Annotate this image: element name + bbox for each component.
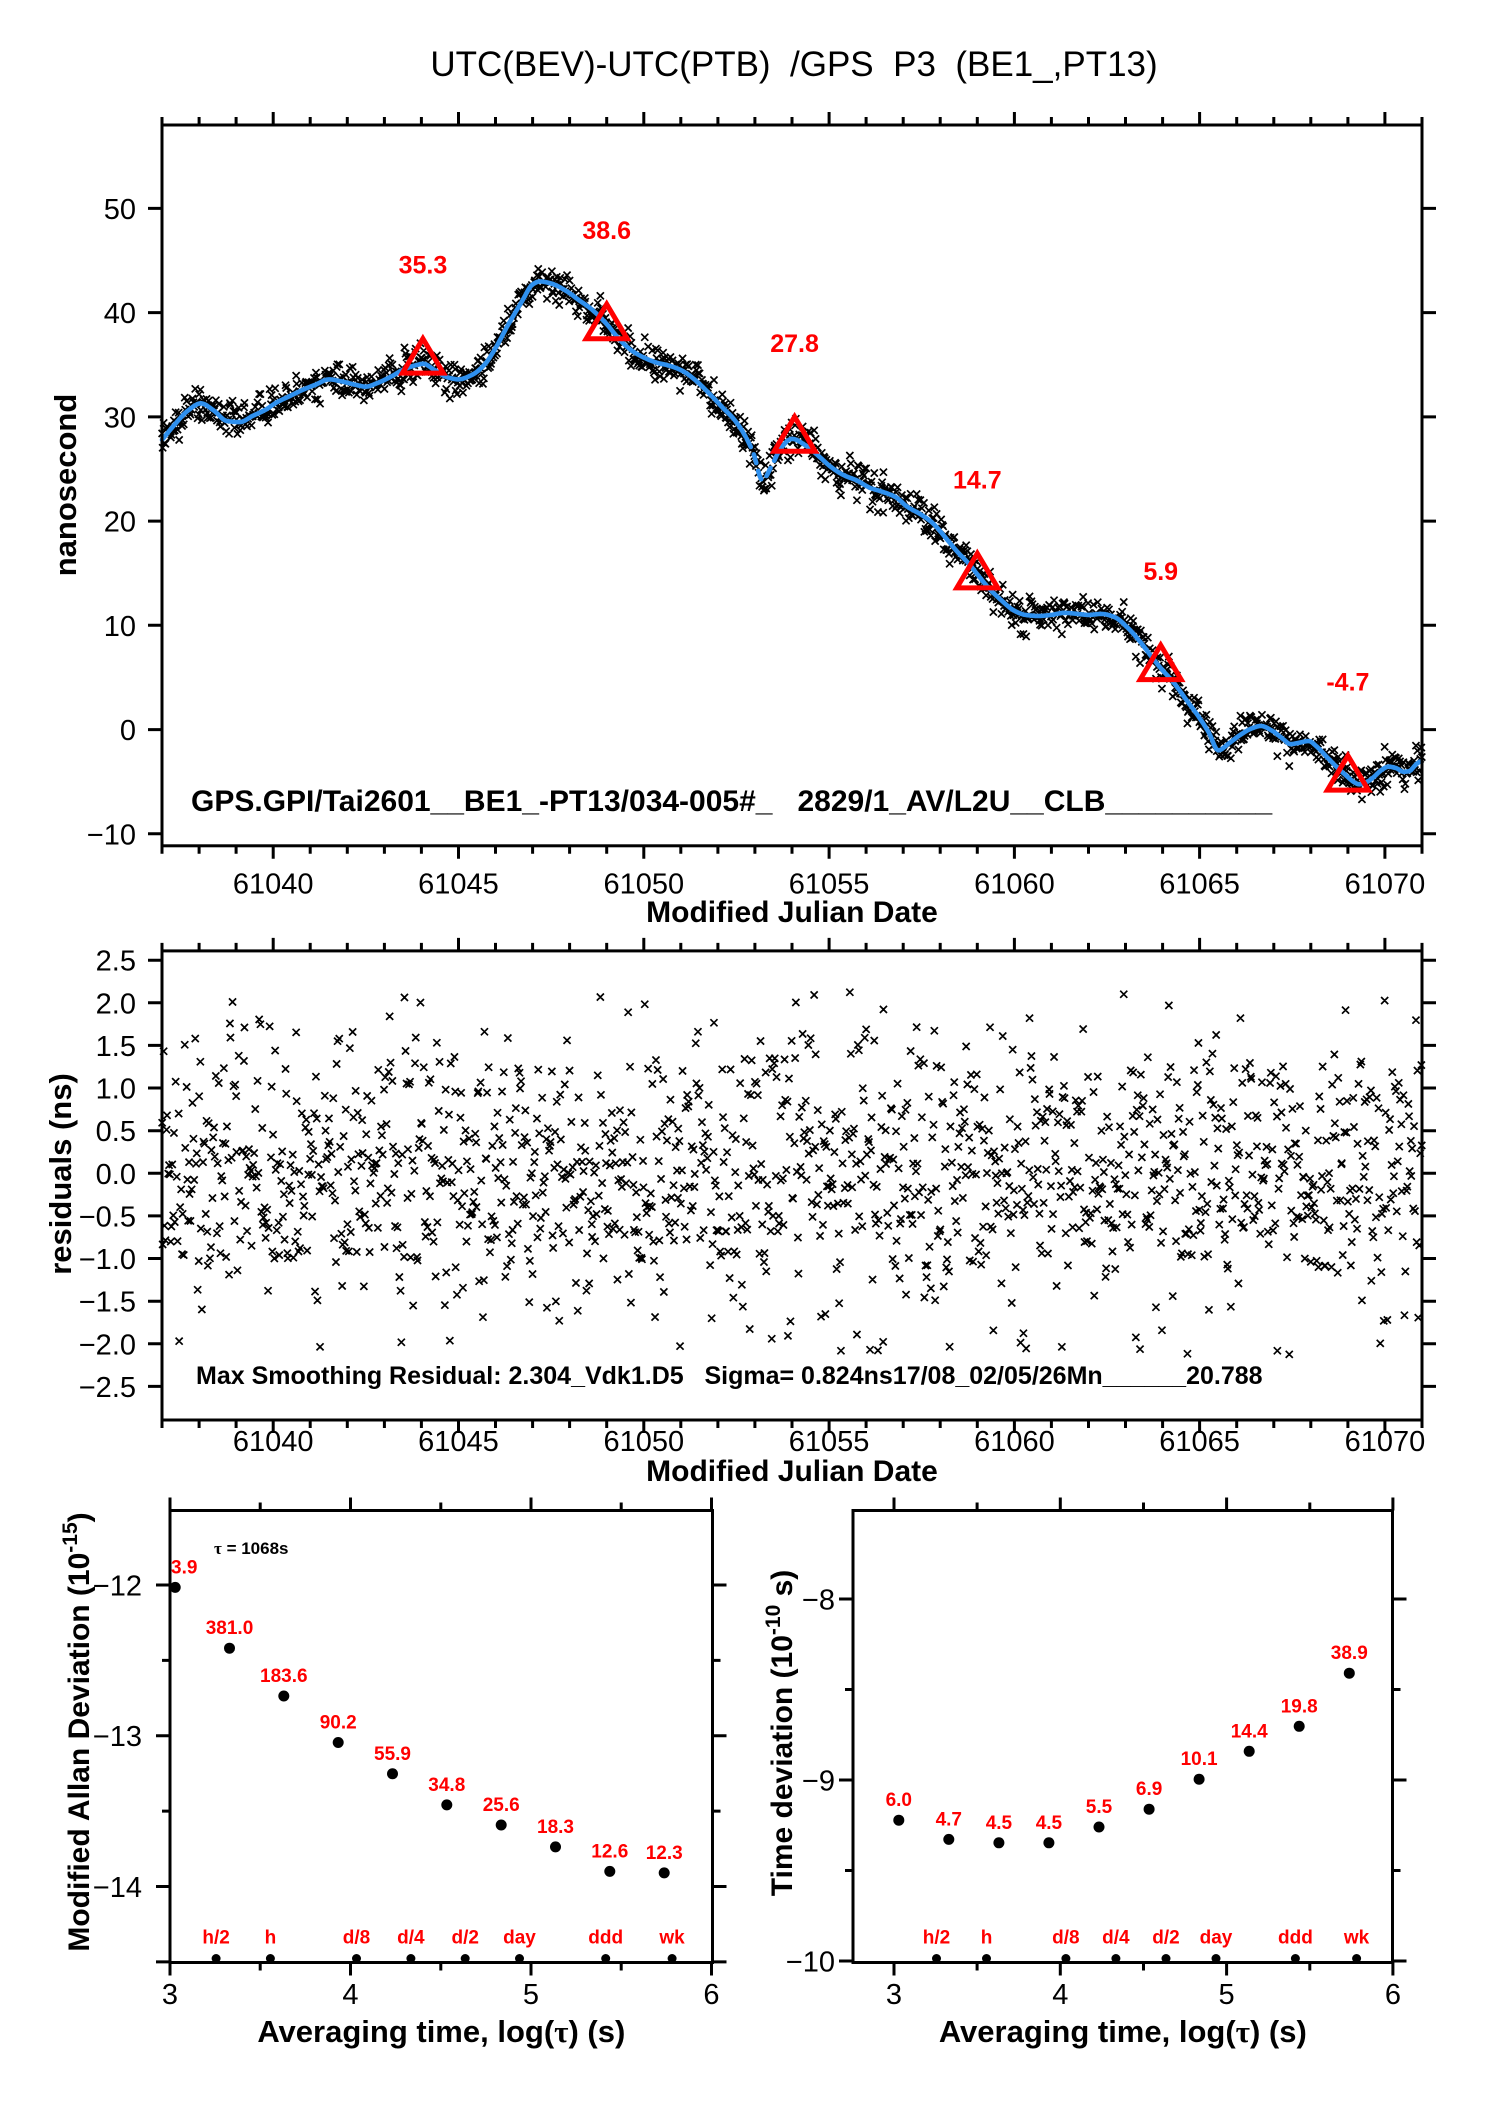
svg-text:61045: 61045	[418, 1426, 499, 1458]
svg-text:-4.7: -4.7	[1326, 669, 1369, 697]
svg-text:5.5: 5.5	[1086, 1797, 1113, 1818]
svg-text:18.3: 18.3	[537, 1817, 574, 1838]
svg-text:residuals (ns): residuals (ns)	[43, 1073, 78, 1275]
svg-text:61060: 61060	[974, 869, 1055, 901]
svg-text:61060: 61060	[974, 1426, 1055, 1458]
svg-text:10.1: 10.1	[1181, 1749, 1218, 1770]
svg-text:38.9: 38.9	[1331, 1643, 1368, 1664]
svg-text:1.5: 1.5	[96, 1031, 136, 1063]
svg-text:−9: −9	[802, 1766, 835, 1798]
svg-text:τ = 1068s: τ = 1068s	[214, 1539, 289, 1558]
svg-text:10: 10	[104, 611, 136, 643]
svg-text:3: 3	[886, 1979, 902, 2011]
svg-text:3: 3	[162, 1979, 178, 2011]
svg-text:61055: 61055	[789, 869, 870, 901]
svg-text:−1.0: −1.0	[79, 1244, 136, 1276]
svg-text:12.6: 12.6	[591, 1841, 628, 1862]
svg-text:h/2: h/2	[923, 1928, 950, 1949]
svg-text:Modified Julian Date: Modified Julian Date	[646, 1455, 938, 1488]
svg-text:d/2: d/2	[451, 1928, 478, 1949]
svg-text:1.0: 1.0	[96, 1074, 136, 1106]
svg-text:61065: 61065	[1159, 1426, 1240, 1458]
svg-text:−8: −8	[802, 1585, 835, 1617]
svg-text:Averaging time, log(τ) (s): Averaging time, log(τ) (s)	[257, 2014, 625, 2049]
svg-text:d/8: d/8	[343, 1928, 370, 1949]
svg-text:2.5: 2.5	[96, 946, 136, 978]
svg-text:h/2: h/2	[202, 1928, 229, 1949]
svg-text:6.0: 6.0	[886, 1790, 912, 1811]
svg-text:4: 4	[342, 1979, 358, 2011]
svg-text:−1.5: −1.5	[79, 1287, 136, 1319]
svg-text:30: 30	[104, 402, 136, 434]
svg-text:50: 50	[104, 194, 136, 226]
svg-text:h: h	[265, 1928, 277, 1949]
svg-text:61040: 61040	[233, 869, 314, 901]
svg-text:−0.5: −0.5	[79, 1201, 136, 1233]
svg-text:183.6: 183.6	[260, 1666, 308, 1687]
svg-text:GPS.GPI/Tai2601__BE1_-PT13/034: GPS.GPI/Tai2601__BE1_-PT13/034-005#_ 282…	[191, 785, 1273, 818]
svg-text:34.8: 34.8	[428, 1775, 465, 1796]
svg-text:27.8: 27.8	[770, 330, 819, 358]
svg-text:4.5: 4.5	[986, 1813, 1013, 1834]
svg-text:day: day	[503, 1928, 536, 1949]
svg-text:61050: 61050	[603, 1426, 684, 1458]
svg-text:h: h	[981, 1928, 993, 1949]
svg-text:0.5: 0.5	[96, 1116, 136, 1148]
svg-text:61055: 61055	[789, 1426, 870, 1458]
svg-text:6: 6	[703, 1979, 719, 2011]
svg-text:−10: −10	[786, 1947, 835, 1979]
svg-text:55.9: 55.9	[374, 1744, 411, 1765]
svg-text:20: 20	[104, 507, 136, 539]
svg-text:14.4: 14.4	[1231, 1721, 1268, 1742]
svg-text:wk: wk	[1343, 1928, 1370, 1949]
svg-text:ddd: ddd	[1278, 1928, 1313, 1949]
svg-text:40: 40	[104, 298, 136, 330]
svg-text:Max Smoothing Residual: 2.304_: Max Smoothing Residual: 2.304_Vdk1.D5 Si…	[196, 1362, 1263, 1390]
svg-text:6.9: 6.9	[1136, 1779, 1162, 1800]
svg-text:90.2: 90.2	[320, 1713, 357, 1734]
svg-text:61040: 61040	[233, 1426, 314, 1458]
svg-text:−14: −14	[93, 1872, 142, 1904]
svg-text:2.0: 2.0	[96, 988, 136, 1020]
svg-text:61070: 61070	[1345, 869, 1426, 901]
svg-text:3.9: 3.9	[171, 1557, 197, 1578]
svg-text:38.6: 38.6	[582, 217, 631, 245]
svg-text:35.3: 35.3	[399, 252, 448, 280]
svg-text:Modified Allan Deviation (10-1: Modified Allan Deviation (10-15)	[59, 1512, 96, 1951]
svg-text:−13: −13	[93, 1721, 142, 1753]
svg-text:−12: −12	[93, 1571, 142, 1603]
svg-text:nanosecond: nanosecond	[48, 394, 83, 577]
svg-text:−10: −10	[87, 819, 136, 851]
svg-text:d/2: d/2	[1152, 1928, 1179, 1949]
svg-text:381.0: 381.0	[206, 1618, 254, 1639]
svg-text:Modified Julian Date: Modified Julian Date	[646, 896, 938, 929]
svg-text:61045: 61045	[418, 869, 499, 901]
svg-text:61050: 61050	[603, 869, 684, 901]
svg-text:0.0: 0.0	[96, 1159, 136, 1191]
svg-text:Averaging time, log(τ) (s): Averaging time, log(τ) (s)	[939, 2014, 1307, 2049]
svg-text:14.7: 14.7	[953, 466, 1002, 494]
svg-text:ddd: ddd	[588, 1928, 623, 1949]
svg-text:4.7: 4.7	[936, 1809, 962, 1830]
svg-text:6: 6	[1385, 1979, 1401, 2011]
svg-text:12.3: 12.3	[646, 1843, 683, 1864]
svg-text:−2.5: −2.5	[79, 1372, 136, 1404]
svg-text:25.6: 25.6	[483, 1795, 520, 1816]
svg-text:wk: wk	[658, 1928, 685, 1949]
svg-text:day: day	[1200, 1928, 1233, 1949]
svg-text:5: 5	[1219, 1979, 1235, 2011]
svg-text:UTC(BEV)-UTC(PTB) /GPS P3 (: UTC(BEV)-UTC(PTB) /GPS P3 (BE1_,PT13)	[430, 45, 1157, 84]
svg-text:−2.0: −2.0	[79, 1329, 136, 1361]
svg-text:61070: 61070	[1345, 1426, 1426, 1458]
svg-text:4.5: 4.5	[1036, 1813, 1063, 1834]
svg-text:5: 5	[523, 1979, 539, 2011]
svg-text:61065: 61065	[1159, 869, 1240, 901]
svg-text:d/8: d/8	[1052, 1928, 1079, 1949]
svg-text:0: 0	[120, 715, 136, 747]
svg-text:d/4: d/4	[397, 1928, 425, 1949]
svg-text:4: 4	[1052, 1979, 1068, 2011]
svg-text:19.8: 19.8	[1281, 1696, 1318, 1717]
svg-text:5.9: 5.9	[1143, 558, 1178, 586]
svg-text:d/4: d/4	[1102, 1928, 1130, 1949]
